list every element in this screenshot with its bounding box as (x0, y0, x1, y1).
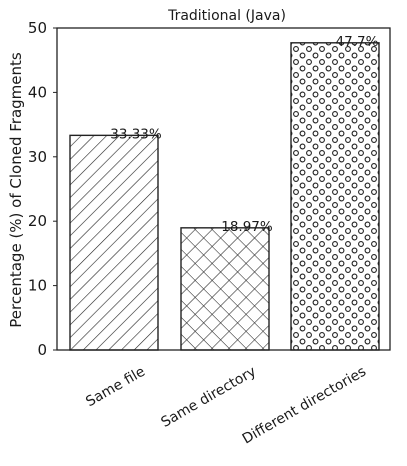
y-tick-label: 40 (28, 83, 47, 101)
bar-same-directory (180, 227, 270, 351)
y-tick-label: 10 (28, 277, 47, 295)
y-axis-ticks: 0 10 20 30 40 50 (28, 19, 57, 359)
bar-value-label: 33.33% (110, 126, 162, 142)
plot-frame (56, 27, 391, 351)
y-axis-label: Percentage (%) of Cloned Fragments (7, 52, 25, 328)
y-tick-label: 0 (37, 341, 47, 359)
x-tick-label: Different directories (240, 364, 369, 448)
data-labels-group: 33.33% 18.97% 47.7% (110, 34, 378, 235)
x-tick-label: Same directory (158, 364, 259, 431)
y-tick-label: 20 (28, 212, 47, 230)
bar-value-label: 18.97% (221, 219, 273, 235)
x-tick-label: Same file (83, 364, 148, 411)
bars-group (69, 42, 380, 351)
chart-title: Traditional (Java) (167, 8, 286, 24)
bar-value-label: 47.7% (336, 34, 379, 50)
bar-different-directories (290, 42, 380, 351)
bar-same-file (69, 134, 159, 351)
y-tick-label: 50 (28, 19, 47, 37)
y-tick-label: 30 (28, 148, 47, 166)
